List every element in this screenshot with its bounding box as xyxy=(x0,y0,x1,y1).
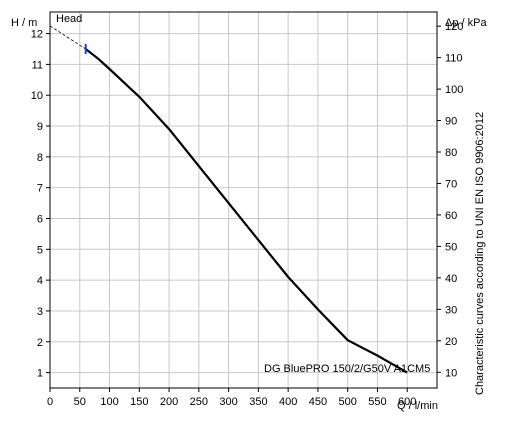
x-tick-label: 50 xyxy=(74,396,86,408)
y-tick-label: 2 xyxy=(37,337,43,349)
right-axis-ticks: 10 20 30 40 50 60 70 80 90 100 110 120 xyxy=(437,21,463,379)
x-tick-label: 300 xyxy=(219,396,237,408)
x-tick-label: 550 xyxy=(368,396,386,408)
plot-frame xyxy=(49,11,438,389)
x-axis-ticks: 0 50 100 150 200 250 300 350 400 450 500 550 600 xyxy=(47,388,416,408)
curve-extrapolation xyxy=(49,25,86,50)
head-label: Head xyxy=(56,13,82,25)
right-axis-label: Δp / kPa xyxy=(445,17,487,29)
curve-layer xyxy=(49,25,408,374)
x-tick-label: 200 xyxy=(160,396,178,408)
right-tick-label: 60 xyxy=(445,210,457,222)
series-line xyxy=(85,48,408,374)
right-tick-label: 120 xyxy=(445,21,463,33)
series-label: DG BluePRO 150/2/G50V A1CM5 xyxy=(264,363,430,375)
y-tick-label: 4 xyxy=(37,275,43,287)
side-note: Characteristic curves according to UNI E… xyxy=(474,112,486,395)
x-tick-label: 450 xyxy=(309,396,327,408)
x-tick-label: 100 xyxy=(100,396,118,408)
x-tick-label: 150 xyxy=(130,396,148,408)
x-axis-label: Q / l/min xyxy=(397,400,438,412)
y-tick-label: 1 xyxy=(37,368,43,380)
y-tick-label: 10 xyxy=(31,90,43,102)
y-tick-label: 6 xyxy=(37,213,43,225)
y-tick-label: 3 xyxy=(37,306,43,318)
x-tick-label: 400 xyxy=(279,396,297,408)
right-tick-label: 80 xyxy=(445,147,457,159)
right-tick-label: 50 xyxy=(445,241,457,253)
right-tick-label: 110 xyxy=(445,53,463,65)
right-tick-label: 40 xyxy=(445,273,457,285)
y-tick-label: 11 xyxy=(32,59,43,71)
right-tick-label: 20 xyxy=(445,336,457,348)
x-tick-label: 0 xyxy=(47,396,53,408)
right-tick-label: 10 xyxy=(445,367,457,379)
right-tick-label: 90 xyxy=(445,116,457,128)
y-tick-label: 7 xyxy=(37,183,43,195)
chart-grid xyxy=(50,12,437,388)
x-tick-label: 600 xyxy=(398,396,416,408)
right-tick-label: 100 xyxy=(445,84,463,96)
x-tick-label: 250 xyxy=(190,396,208,408)
x-tick-label: 500 xyxy=(339,396,357,408)
x-tick-label: 350 xyxy=(249,396,267,408)
y-tick-label: 9 xyxy=(37,121,43,133)
y-tick-label: 8 xyxy=(37,152,43,164)
right-tick-label: 70 xyxy=(445,178,457,190)
y-tick-label: 5 xyxy=(37,244,43,256)
y-tick-label: 12 xyxy=(31,29,43,41)
right-tick-label: 30 xyxy=(445,304,457,316)
y-axis-label: H / m xyxy=(11,17,37,29)
